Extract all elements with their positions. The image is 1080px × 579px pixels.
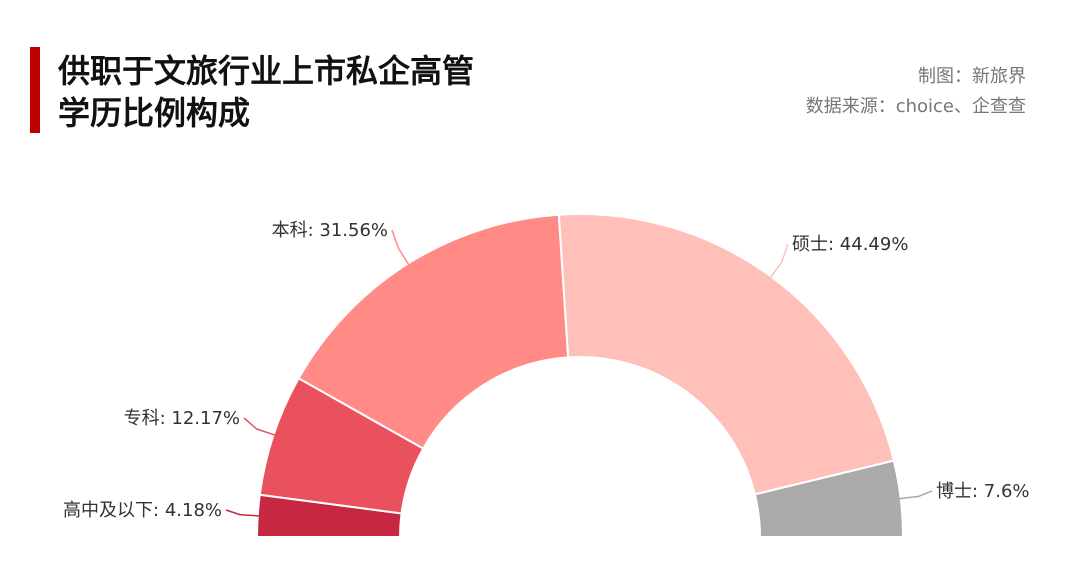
title-line-2: 学历比例构成	[58, 94, 251, 132]
slice-label: 专科: 12.17%	[124, 408, 240, 429]
slice-label: 硕士: 44.49%	[792, 234, 908, 255]
slice-leader-line	[896, 490, 933, 500]
donut-slice	[753, 459, 905, 538]
chart-meta: 制图：新旅界 数据来源：choice、企查查	[806, 62, 1026, 122]
slice-label: 本科: 31.56%	[272, 220, 388, 241]
title-line-1: 供职于文旅行业上市私企高管	[58, 52, 475, 90]
slice-label: 高中及以下: 4.18%	[63, 500, 222, 521]
title-accent-bar	[30, 47, 40, 133]
donut-slice	[297, 213, 570, 450]
chart-credit: 制图：新旅界	[918, 66, 1026, 87]
page-title: 供职于文旅行业上市私企高管 学历比例构成	[58, 50, 474, 134]
data-source: 数据来源：choice、企查查	[805, 96, 1026, 117]
slice-leader-line	[768, 243, 789, 281]
slice-label: 博士: 7.6%	[936, 481, 1030, 502]
slice-leader-line	[243, 417, 278, 437]
slice-leader-line	[225, 509, 262, 517]
slice-leader-line	[391, 229, 411, 268]
donut-slice	[557, 213, 896, 496]
